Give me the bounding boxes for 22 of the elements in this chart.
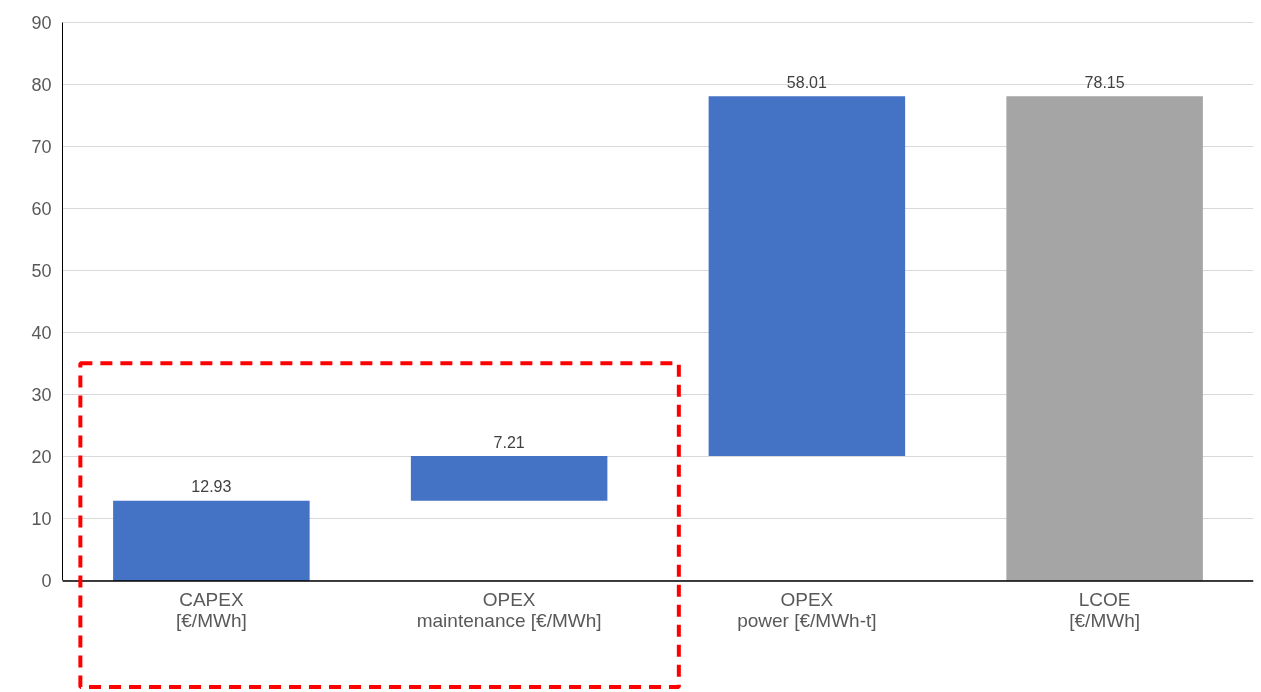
y-tick-label: 0 bbox=[41, 571, 52, 592]
data-label: 78.15 bbox=[1084, 73, 1125, 91]
data-label: 7.21 bbox=[493, 433, 525, 451]
y-tick-label: 70 bbox=[31, 137, 52, 158]
y-tick-label: 10 bbox=[31, 509, 52, 530]
y-tick-label: 50 bbox=[31, 261, 52, 282]
data-label: 58.01 bbox=[786, 73, 827, 91]
y-tick-label: 90 bbox=[31, 13, 52, 34]
y-tick-label: 80 bbox=[31, 75, 52, 96]
y-tick-label: 30 bbox=[31, 385, 52, 406]
y-tick-label: 40 bbox=[31, 323, 52, 344]
data-label: 12.93 bbox=[191, 478, 232, 496]
bar bbox=[410, 456, 608, 501]
x-tick-label: LCOE [€/MWh] bbox=[1069, 589, 1140, 632]
y-tick-label: 60 bbox=[31, 199, 52, 220]
x-tick-label: OPEX power [€/MWh-t] bbox=[737, 589, 877, 632]
bar bbox=[708, 96, 906, 456]
bar bbox=[113, 500, 310, 581]
x-tick-label: OPEX maintenance [€/MWh] bbox=[416, 589, 602, 632]
bar bbox=[1006, 96, 1203, 581]
x-tick-label: CAPEX [€/MWh] bbox=[176, 589, 247, 632]
y-tick-label: 20 bbox=[31, 447, 52, 468]
